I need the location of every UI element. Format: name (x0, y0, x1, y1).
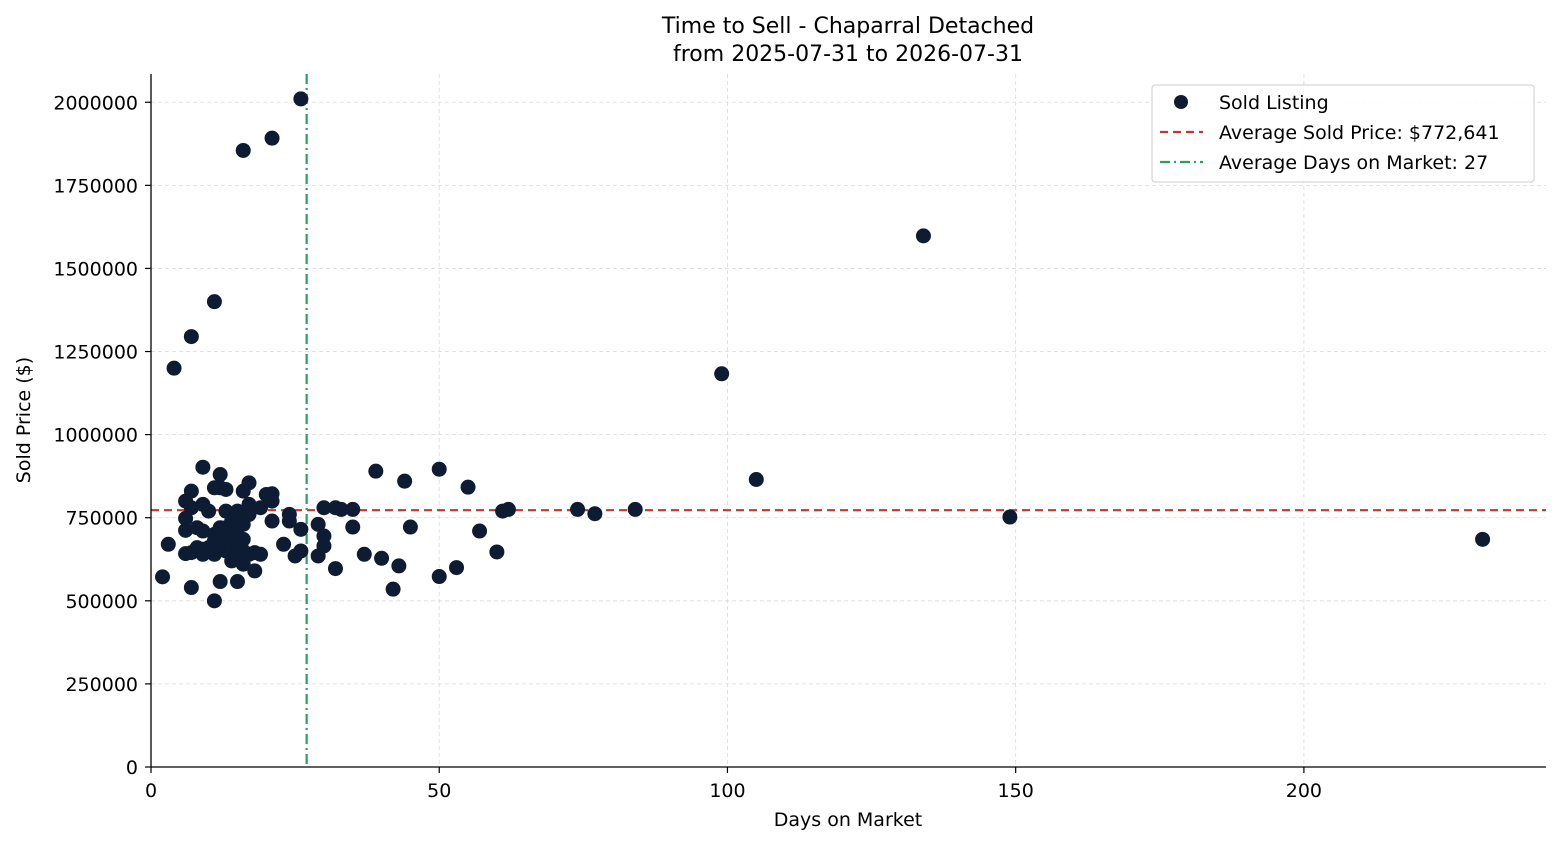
data-point (206, 593, 222, 609)
data-point (293, 521, 309, 537)
data-point (587, 506, 603, 522)
data-point (155, 569, 171, 585)
data-point (293, 91, 309, 107)
data-point (748, 471, 764, 487)
x-axis-ticks: 0 50 100 150 200 (145, 767, 1322, 802)
data-point (915, 228, 931, 244)
data-point (500, 501, 516, 517)
data-point (218, 481, 234, 497)
reference-lines (151, 74, 1546, 767)
data-point (201, 503, 217, 519)
y-tick-label: 0 (126, 757, 138, 779)
data-point (345, 519, 361, 535)
data-point (160, 536, 176, 552)
data-point (449, 560, 465, 576)
y-tick-label: 500000 (65, 591, 138, 613)
y-axis-label: Sold Price ($) (13, 357, 35, 483)
x-tick-label: 100 (709, 780, 745, 802)
legend: Sold Listing Average Sold Price: $772,64… (1151, 84, 1535, 183)
legend-label-avg-price: Average Sold Price: $772,641 (1219, 122, 1500, 144)
data-point (253, 546, 269, 562)
data-point (316, 500, 332, 516)
x-axis-label: Days on Market (774, 809, 922, 831)
data-point (385, 581, 401, 597)
chart-title: Time to Sell - Chaparral Detached (661, 14, 1034, 39)
data-point (402, 519, 418, 535)
chart-subtitle: from 2025-07-31 to 2026-07-31 (673, 42, 1023, 67)
data-point (276, 536, 292, 552)
data-point (183, 500, 199, 516)
legend-marker-sold-listing (1174, 95, 1188, 109)
data-point (714, 366, 730, 382)
data-point (368, 463, 384, 479)
data-point (333, 501, 349, 517)
data-point (183, 580, 199, 596)
data-point (241, 506, 257, 522)
data-point (253, 500, 269, 516)
data-point (391, 558, 407, 574)
data-point (178, 522, 194, 538)
scatter-points (155, 91, 1491, 609)
data-point (397, 473, 413, 489)
data-point (472, 523, 488, 539)
data-point (431, 569, 447, 585)
x-tick-label: 150 (998, 780, 1034, 802)
x-tick-label: 0 (145, 780, 157, 802)
data-point (460, 479, 476, 495)
y-tick-label: 2000000 (53, 92, 138, 114)
grid-lines (151, 74, 1546, 767)
y-tick-label: 1250000 (53, 342, 138, 364)
data-point (206, 294, 222, 310)
data-point (431, 461, 447, 477)
data-point (166, 360, 182, 376)
x-tick-label: 200 (1286, 780, 1322, 802)
data-point (235, 142, 251, 158)
data-point (241, 475, 257, 491)
data-point (293, 543, 309, 559)
data-point (183, 329, 199, 345)
data-point (327, 561, 343, 577)
legend-box (1151, 84, 1535, 183)
data-point (570, 501, 586, 517)
data-point (345, 501, 361, 517)
y-tick-label: 250000 (65, 674, 138, 696)
x-tick-label: 50 (427, 780, 451, 802)
data-point (374, 550, 390, 566)
data-point (195, 523, 211, 539)
y-tick-label: 1500000 (53, 258, 138, 280)
data-point (247, 563, 263, 579)
legend-label-sold-listing: Sold Listing (1219, 92, 1329, 114)
data-point (316, 538, 332, 554)
y-tick-label: 1000000 (53, 425, 138, 447)
y-tick-label: 1750000 (53, 175, 138, 197)
data-point (212, 467, 228, 483)
data-point (212, 574, 228, 590)
data-point (195, 459, 211, 475)
data-point (264, 513, 280, 529)
data-point (235, 531, 251, 547)
data-point (489, 544, 505, 560)
data-point (281, 513, 297, 529)
data-point (627, 501, 643, 517)
data-point (264, 130, 280, 146)
legend-label-avg-days: Average Days on Market: 27 (1219, 152, 1488, 174)
data-point (229, 503, 245, 519)
data-point (356, 546, 372, 562)
y-tick-label: 750000 (65, 508, 138, 530)
data-point (229, 574, 245, 590)
y-axis-ticks: 0 250000 500000 750000 1000000 1250000 1500000… (53, 92, 151, 779)
data-point (310, 516, 326, 532)
data-point (264, 493, 280, 509)
data-point (1002, 509, 1018, 525)
data-point (1475, 531, 1491, 547)
data-point (183, 483, 199, 499)
